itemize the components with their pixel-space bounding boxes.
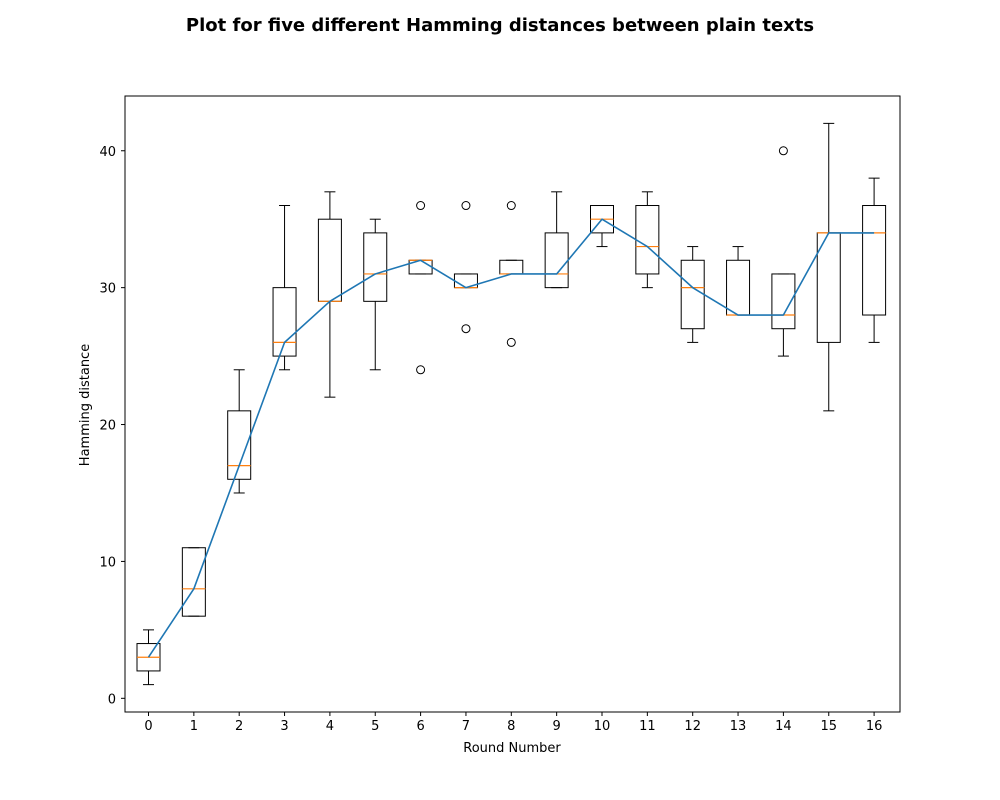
x-tick-label: 15 (820, 719, 837, 734)
box-iqr (317, 218, 342, 302)
y-axis-label: Hamming distance (78, 344, 93, 466)
x-tick-label: 3 (280, 719, 288, 734)
outlier-point (416, 365, 426, 375)
x-tick-label: 2 (235, 719, 243, 734)
x-tick-label: 0 (144, 719, 152, 734)
x-tick-label: 10 (594, 719, 611, 734)
box-iqr (816, 232, 841, 343)
outlier-point (461, 201, 471, 211)
box-iqr (181, 547, 206, 617)
box-iqr (544, 232, 569, 289)
box-iqr (363, 232, 388, 302)
median-trend-line (147, 218, 875, 658)
y-tick-label: 40 (99, 145, 116, 160)
box-iqr (771, 273, 796, 330)
outlier-point (506, 337, 516, 347)
box-iqr (680, 259, 705, 330)
x-tick-label: 11 (639, 719, 656, 734)
x-tick-label: 4 (326, 719, 334, 734)
x-tick-label: 14 (775, 719, 792, 734)
box-iqr (862, 205, 887, 316)
box-iqr (499, 259, 524, 275)
outlier-point (506, 201, 516, 211)
box-iqr (726, 259, 751, 316)
outlier-point (461, 324, 471, 334)
x-tick-label: 16 (866, 719, 883, 734)
x-tick-label: 12 (684, 719, 701, 734)
box-iqr (272, 287, 297, 357)
chart-title: Plot for five different Hamming distance… (186, 15, 814, 36)
x-tick-label: 1 (190, 719, 198, 734)
x-axis-label: Round Number (463, 741, 561, 756)
x-tick-label: 13 (730, 719, 747, 734)
x-tick-label: 5 (371, 719, 379, 734)
y-tick-label: 10 (99, 555, 116, 570)
y-tick-label: 30 (99, 282, 116, 297)
y-tick-label: 0 (108, 692, 116, 707)
outlier-point (416, 201, 426, 211)
outlier-point (778, 146, 788, 156)
x-tick-label: 8 (507, 719, 515, 734)
x-tick-label: 9 (553, 719, 561, 734)
box-iqr (635, 205, 660, 275)
x-tick-label: 6 (416, 719, 424, 734)
x-tick-label: 7 (462, 719, 470, 734)
y-tick-label: 20 (99, 419, 116, 434)
box-iqr (227, 410, 252, 480)
plot-frame (124, 95, 901, 713)
